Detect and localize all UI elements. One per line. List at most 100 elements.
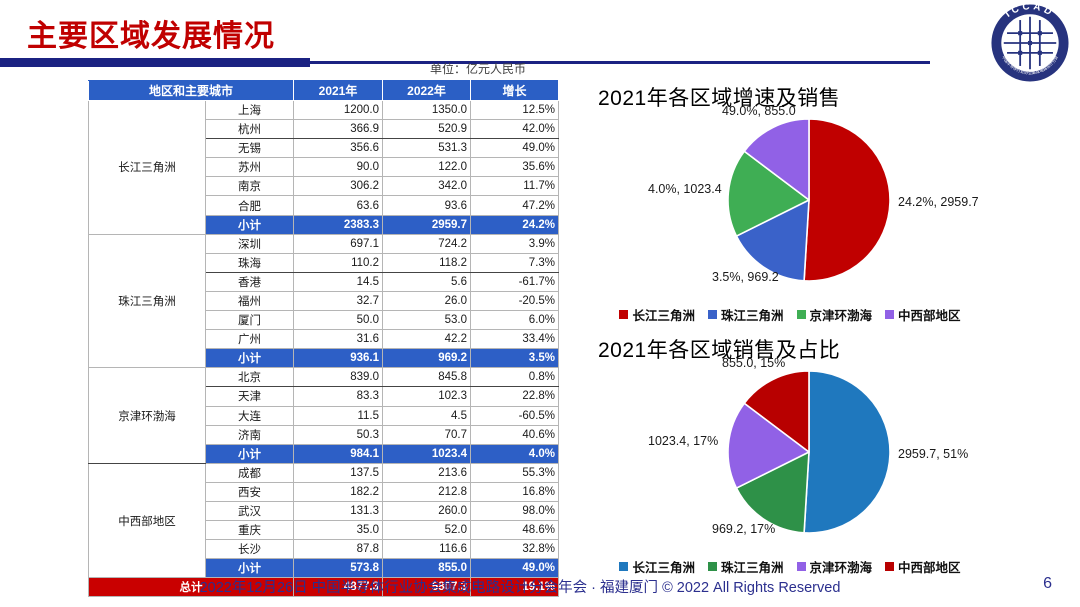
pie-slice-中西部地区 (743, 118, 810, 201)
legend-label: 珠江三角洲 (720, 309, 784, 323)
growth-cell: 32.8% (470, 539, 560, 560)
pie-slice-中西部地区 (743, 370, 810, 453)
value-2021-cell: 87.8 (293, 539, 384, 560)
city-cell: 苏州 (204, 157, 295, 178)
iccad-logo: ICCAD 中国半导体行业协会集成电路设计分会 (988, 1, 1072, 84)
city-cell: 深圳 (204, 233, 295, 254)
subtotal-2022: 1023.4 (382, 443, 472, 464)
growth-cell: -60.5% (470, 405, 560, 426)
chart1-title: 2021年各区域增速及销售 (598, 87, 841, 110)
city-cell: 无锡 (204, 138, 295, 159)
growth-cell: 42.0% (470, 119, 560, 140)
value-2021-cell: 839.0 (293, 367, 384, 388)
chart-growth-and-sales: 2021年各区域增速及销售 24.2%, 2959.7 3.5%, 969.2 … (590, 78, 990, 330)
table-row: 大连 11.5 4.5 -60.5% (89, 405, 560, 426)
legend-item: 长江三角洲 (619, 305, 695, 324)
value-2022-cell: 724.2 (382, 233, 472, 254)
value-2022-cell: 520.9 (382, 119, 472, 140)
value-2022-cell: 102.3 (382, 386, 472, 407)
growth-cell: 33.4% (470, 329, 560, 350)
city-cell: 福州 (204, 290, 295, 312)
pie-slice-长江三角洲 (803, 370, 891, 534)
page-title: 主要区域发展情况 (27, 20, 275, 53)
total-row: 总计 4877.3 5807.3 19.1% (87, 577, 560, 598)
value-2021-cell: 182.2 (293, 481, 384, 502)
legend-label: 长江三角洲 (632, 561, 695, 575)
growth-cell: 7.3% (470, 252, 560, 273)
table-row: 广州 31.6 42.2 33.4% (89, 329, 560, 350)
value-2022-cell: 53.0 (382, 310, 472, 331)
subtotal-2022: 855.0 (382, 558, 472, 579)
city-cell: 济南 (204, 424, 295, 445)
subtotal-2021: 573.8 (293, 558, 384, 579)
value-2021-cell: 14.5 (293, 271, 384, 292)
value-2022-cell: 116.6 (382, 539, 472, 560)
table-row: 长江三角洲 上海 1200.0 1350.0 12.5% (88, 99, 560, 235)
value-2022-cell: 26.0 (382, 290, 472, 312)
pie1-label-zhongxibu: 49.0%, 855.0 (722, 104, 796, 118)
subtotal-row: 小计 936.1 969.2 3.5% (89, 348, 560, 369)
growth-cell: 22.8% (470, 386, 560, 407)
growth-cell: 49.0% (470, 138, 560, 159)
growth-cell: 47.2% (470, 195, 560, 216)
legend-swatch-icon (619, 310, 629, 319)
city-cell: 合肥 (204, 195, 295, 216)
table-row: 合肥 63.6 93.6 47.2% (89, 195, 560, 216)
legend-swatch-icon (796, 562, 806, 571)
legend-item: 京津环渤海 (796, 557, 872, 576)
city-cell: 武汉 (204, 500, 295, 522)
subtotal-2021: 936.1 (293, 348, 384, 369)
value-2022-cell: 5.6 (382, 271, 472, 292)
pie1-label-jingjin: 4.0%, 1023.4 (648, 182, 722, 196)
growth-cell: 12.5% (470, 99, 560, 121)
page-number: 6 (1043, 575, 1052, 592)
table-row: 京津环渤海 北京 839.0 845.8 0.8% (88, 367, 560, 464)
region-cell: 珠江三角洲 (88, 233, 206, 369)
city-cell: 南京 (204, 176, 295, 197)
value-2021-cell: 1200.0 (293, 99, 384, 121)
value-2022-cell: 4.5 (382, 405, 472, 426)
table-row: 武汉 131.3 260.0 98.0% (89, 500, 560, 522)
pie2-label-zhujiang: 969.2, 17% (712, 522, 776, 536)
value-2021-cell: 306.2 (293, 176, 384, 197)
value-2021-cell: 131.3 (293, 500, 384, 522)
legend-item: 中西部地区 (885, 305, 961, 324)
pie2-label-zhongxibu: 855.0, 15% (722, 356, 786, 370)
table-header-row: 地区和主要城市 2021年 2022年 增长 (87, 80, 560, 101)
table-row: 济南 50.3 70.7 40.6% (89, 424, 560, 445)
pie1-label-changjiang: 24.2%, 2959.7 (898, 195, 979, 209)
region-table: 地区和主要城市 2021年 2022年 增长 长江三角洲 上海 1200.0 1350… (87, 80, 560, 598)
legend-label: 中西部地区 (898, 309, 961, 323)
legend-item: 珠江三角洲 (707, 557, 784, 576)
subtotal-row: 小计 984.1 1023.4 4.0% (89, 443, 560, 464)
city-cell: 大连 (204, 405, 295, 426)
subtotal-2022: 2959.7 (382, 214, 472, 235)
legend-swatch-icon (619, 562, 629, 571)
title-underline-line (310, 61, 930, 64)
total-growth: 19.1% (470, 577, 560, 598)
footer-text: 2022年12月26日 中国半导体行业协会集成电路设计分会年会 · 福建厦门 ©… (199, 580, 841, 596)
table-row: 无锡 356.6 531.3 49.0% (89, 138, 560, 159)
title-underline-bar (0, 58, 310, 67)
legend-label: 长江三角洲 (632, 309, 695, 323)
pie2-label-jingjin: 1023.4, 17% (648, 434, 719, 448)
chart-sales-and-share: 2021年各区域销售及占比 2959.7, 51% 969.2, 17% 102… (590, 330, 990, 580)
pie-slice-京津环渤海 (727, 402, 810, 489)
legend-item: 珠江三角洲 (707, 305, 784, 324)
table-row: 珠江三角洲 深圳 697.1 724.2 3.9% (88, 233, 560, 369)
value-2022-cell: 93.6 (382, 195, 472, 216)
value-2022-cell: 212.8 (382, 481, 472, 502)
col-header-2021: 2021年 (293, 80, 384, 101)
growth-cell: 98.0% (470, 500, 560, 522)
legend-swatch-icon (796, 310, 806, 319)
growth-cell: 35.6% (470, 157, 560, 178)
subtotal-label: 小计 (204, 443, 295, 464)
value-2021-cell: 32.7 (293, 290, 384, 312)
region-cell: 中西部地区 (88, 462, 206, 579)
value-2021-cell: 50.0 (293, 310, 384, 331)
table-row: 天津 83.3 102.3 22.8% (89, 386, 560, 407)
table-row: 苏州 90.0 122.0 35.6% (89, 157, 560, 178)
growth-cell: -20.5% (470, 290, 560, 312)
table-row: 杭州 366.9 520.9 42.0% (89, 119, 560, 140)
